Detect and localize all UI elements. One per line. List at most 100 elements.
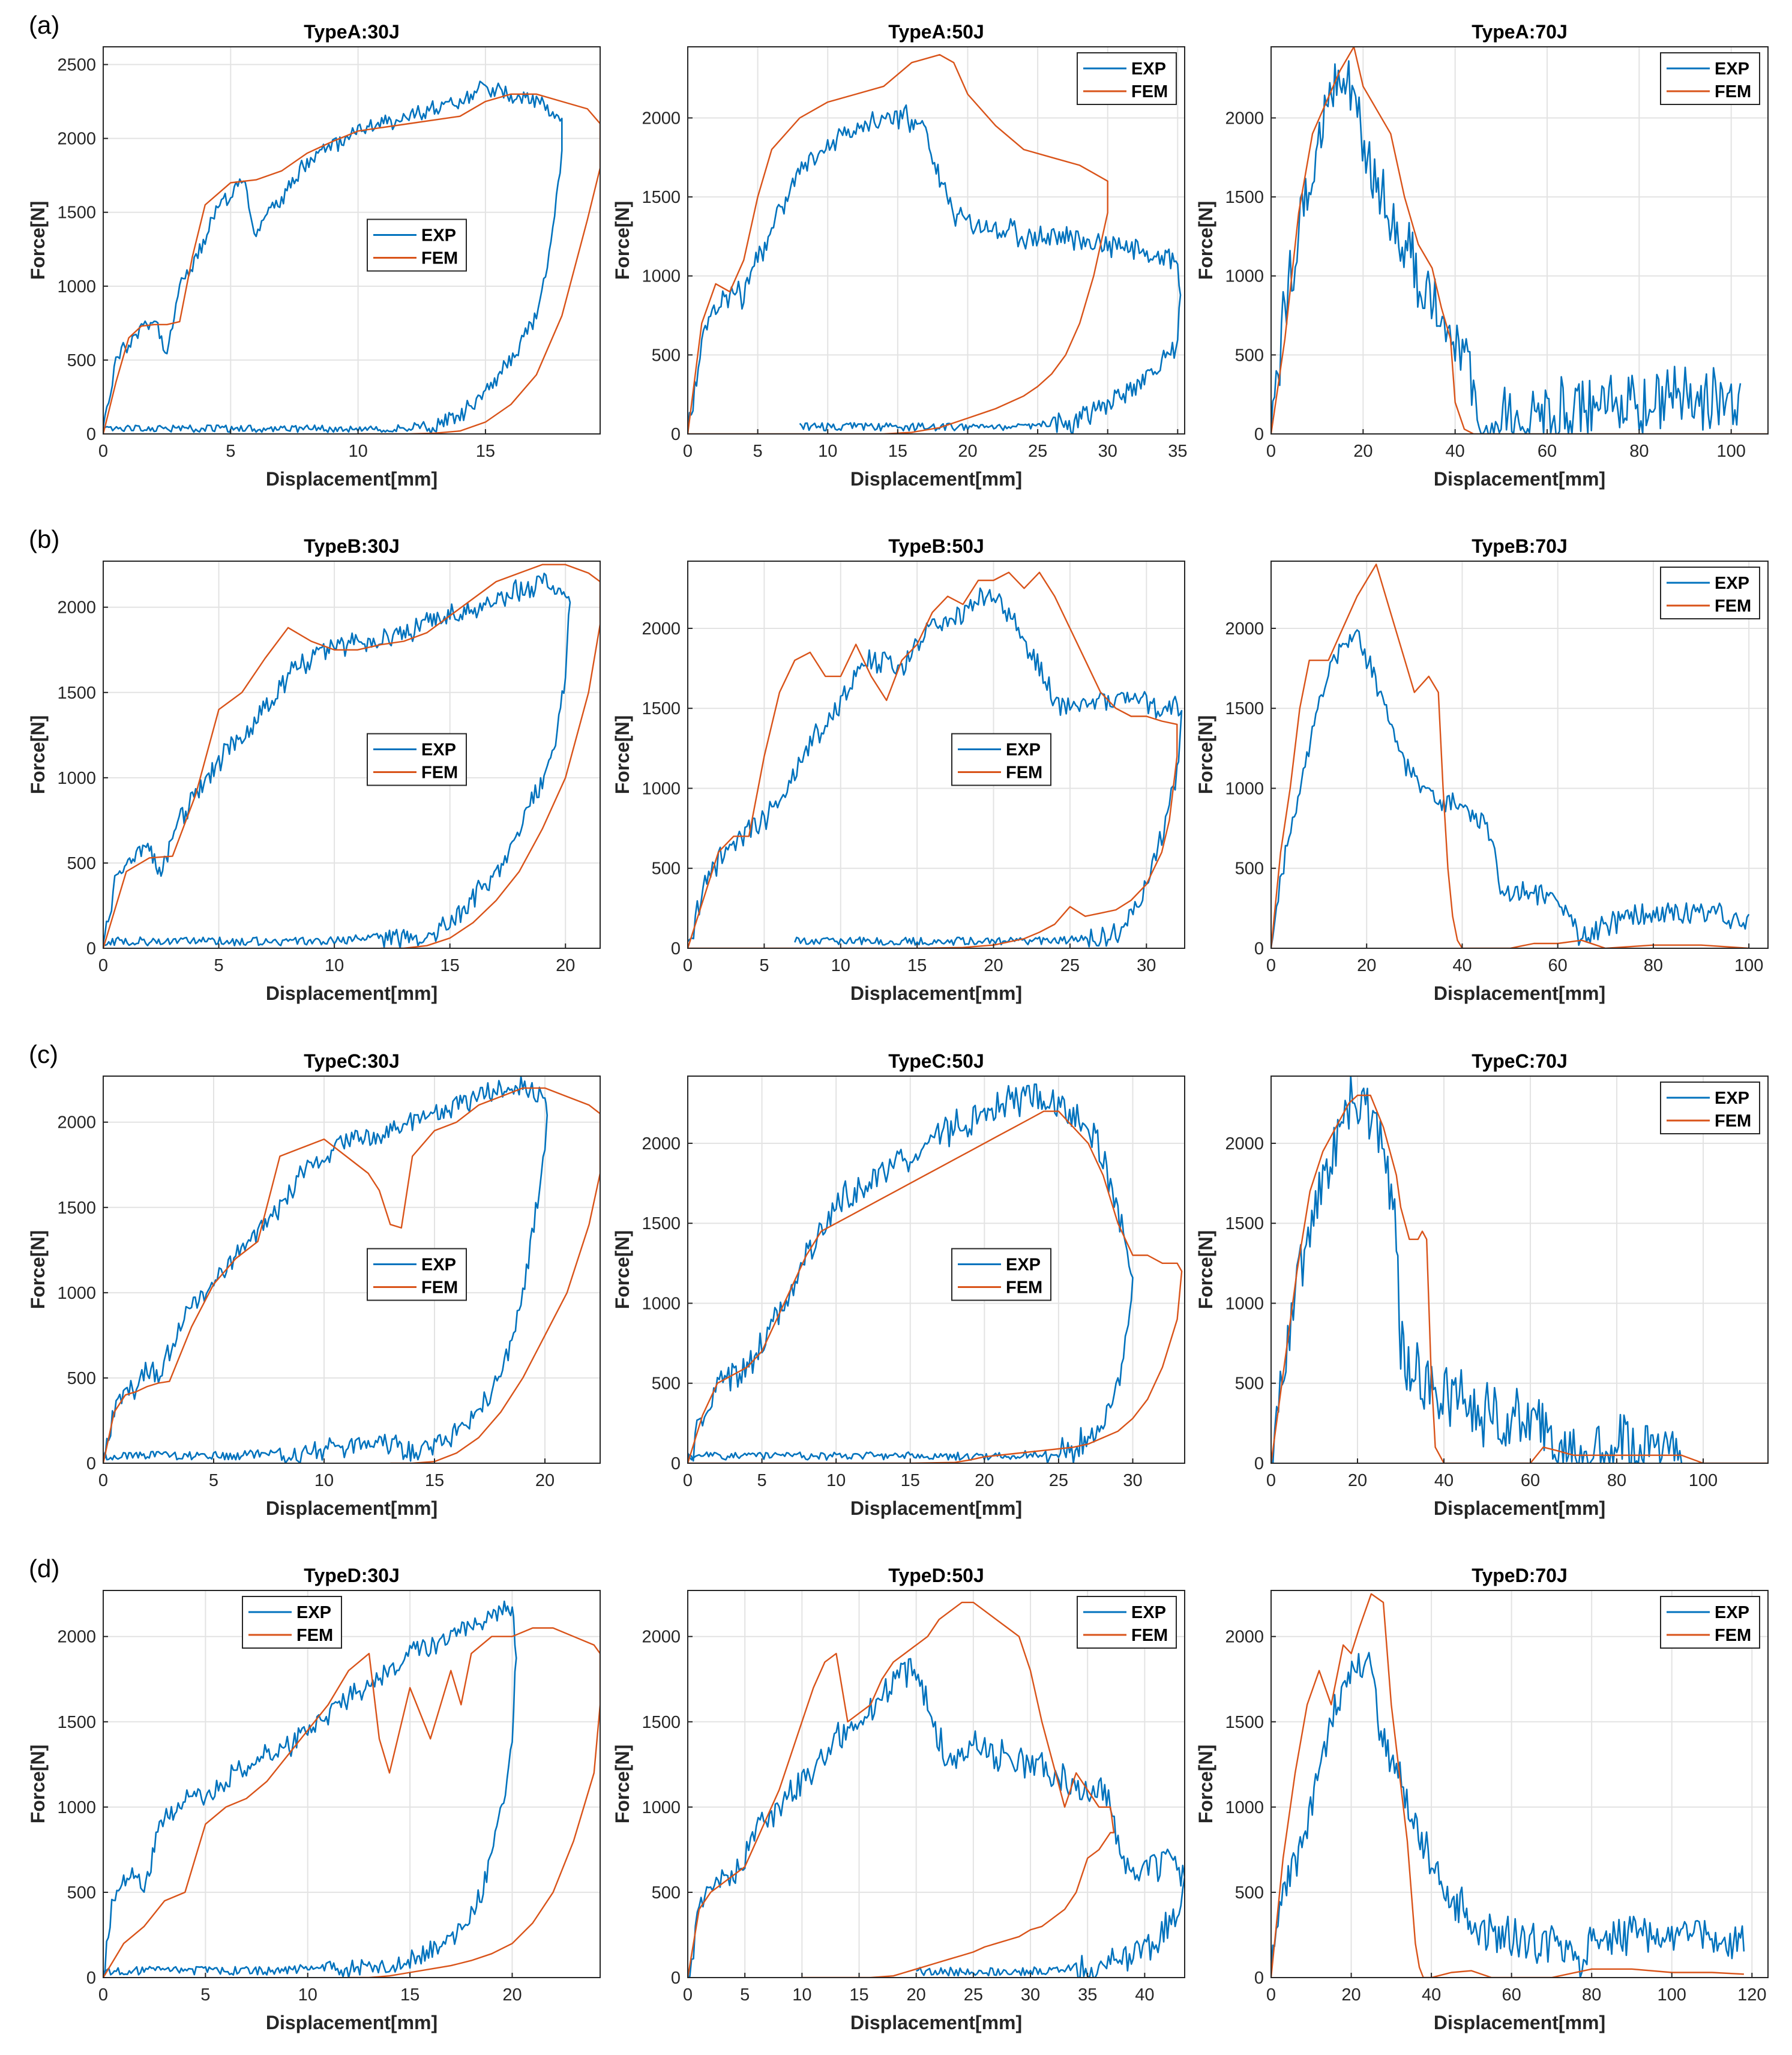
x-axis-label: Displacement[mm] xyxy=(850,1497,1022,1519)
legend-label-exp: EXP xyxy=(421,226,456,245)
x-tick-label: 10 xyxy=(314,1471,334,1490)
x-tick-label: 0 xyxy=(1266,1471,1276,1490)
axes-frame xyxy=(1270,561,1769,949)
y-tick-label: 2500 xyxy=(57,56,96,75)
y-tick-label: 500 xyxy=(652,1374,681,1394)
y-axis-label: Force[N] xyxy=(1195,1745,1216,1824)
y-tick-label: 500 xyxy=(67,854,96,873)
series-fem xyxy=(688,1601,1115,1978)
legend: EXP FEM xyxy=(1660,1082,1760,1134)
y-tick-label: 1000 xyxy=(57,1798,96,1817)
x-tick-label: 15 xyxy=(400,1985,419,2005)
chart-A70: 0 20 40 60 80 1000500100015002000TypeA:70JDis… xyxy=(1195,21,1769,490)
chart-A50: 0 5 10 15 20 25 30 35 0 500 1000 1500 2000 TypeA:50J D… xyxy=(612,21,1187,490)
x-tick-label: 0 xyxy=(683,1471,693,1490)
x-tick-label: 5 xyxy=(200,1985,210,2005)
x-axis-label: Displacement[mm] xyxy=(266,1497,437,1519)
chart-title: TypeC:30J xyxy=(304,1050,399,1072)
x-tick-label: 15 xyxy=(440,956,460,975)
x-tick-label: 60 xyxy=(1548,956,1568,975)
axes-frame xyxy=(103,1076,601,1464)
x-tick-label: 20 xyxy=(907,1985,926,2005)
x-tick-label: 15 xyxy=(849,1985,868,2005)
x-tick-label: 5 xyxy=(740,1985,750,2005)
y-tick-label: 2000 xyxy=(1225,1134,1264,1154)
legend: EXP FEM xyxy=(951,733,1051,786)
x-tick-label: 80 xyxy=(1644,956,1663,975)
x-tick-label: 40 xyxy=(1446,442,1465,461)
series-exp xyxy=(103,573,571,948)
series-fem xyxy=(1271,564,1749,948)
chart-D50: 0 5 10 15 20 25 30 35 40 0 500 1000 1500 2000 TypeD:50… xyxy=(612,1565,1185,2033)
legend-label-fem: FEM xyxy=(421,763,458,783)
series-fem xyxy=(1271,1094,1768,1463)
series-fem xyxy=(103,564,600,948)
series-fem xyxy=(688,1110,1183,1463)
y-tick-label: 0 xyxy=(86,1454,96,1473)
y-tick-label: 500 xyxy=(652,346,681,365)
series-fem xyxy=(1271,47,1768,434)
chart-B70: 0 20 40 60 80 1000500100015002000TypeB:70JDis… xyxy=(1195,535,1769,1004)
y-tick-label: 1500 xyxy=(57,1713,96,1732)
y-axis-label: Force[N] xyxy=(612,1230,633,1310)
x-tick-label: 10 xyxy=(348,442,367,461)
y-tick-label: 500 xyxy=(67,1883,96,1903)
legend: EXP FEM xyxy=(1660,1596,1760,1649)
chart-title: TypeD:30J xyxy=(304,1565,399,1586)
legend-box xyxy=(242,1596,342,1649)
x-tick-label: 0 xyxy=(98,442,108,461)
x-axis-label: Displacement[mm] xyxy=(266,982,437,1004)
chart-title: TypeD:50J xyxy=(888,1565,984,1586)
x-tick-label: 0 xyxy=(683,956,693,975)
legend: EXP FEM xyxy=(367,1248,467,1301)
legend-label-fem: FEM xyxy=(1715,1626,1751,1645)
y-tick-label: 500 xyxy=(652,859,681,879)
y-tick-label: 0 xyxy=(671,1454,681,1473)
y-tick-label: 2000 xyxy=(1225,619,1264,639)
legend-box xyxy=(951,733,1051,786)
x-tick-label: 20 xyxy=(975,1471,994,1490)
legend: EXP FEM xyxy=(1077,52,1177,105)
x-tick-label: 0 xyxy=(1266,442,1276,461)
x-tick-label: 15 xyxy=(888,442,907,461)
legend-label-fem: FEM xyxy=(1006,763,1042,783)
legend-label-exp: EXP xyxy=(1131,59,1166,79)
legend-label-fem: FEM xyxy=(1715,82,1751,101)
x-tick-label: 10 xyxy=(831,956,850,975)
legend: EXP FEM xyxy=(1660,567,1760,619)
series-exp xyxy=(1271,629,1750,948)
legend-label-exp: EXP xyxy=(1715,1089,1749,1108)
y-tick-label: 500 xyxy=(67,351,96,370)
legend: EXP FEM xyxy=(367,733,467,786)
y-tick-label: 1000 xyxy=(1225,1798,1264,1817)
x-tick-label: 10 xyxy=(325,956,344,975)
x-tick-label: 120 xyxy=(1737,1985,1766,2005)
chart-C30: 0 5 10 15 20 0 500 1000 1500 2000 TypeC:30J Displac… xyxy=(27,1050,601,1519)
series-exp xyxy=(103,1600,517,1978)
x-tick-label: 100 xyxy=(1716,442,1745,461)
chart-title: TypeC:70J xyxy=(1472,1050,1567,1072)
legend-box xyxy=(951,1248,1051,1301)
series-exp xyxy=(1271,1652,1745,1978)
x-tick-label: 100 xyxy=(1689,1471,1718,1490)
series-fem xyxy=(688,54,1108,434)
x-tick-label: 60 xyxy=(1502,1985,1521,2005)
plot-area xyxy=(1271,1076,1768,1463)
x-tick-label: 0 xyxy=(98,956,108,975)
chart-title: TypeB:50J xyxy=(888,535,984,557)
x-axis-label: Displacement[mm] xyxy=(1434,982,1605,1004)
y-tick-label: 0 xyxy=(671,425,681,444)
x-tick-label: 20 xyxy=(1357,956,1376,975)
x-tick-label: 25 xyxy=(1028,442,1047,461)
x-tick-label: 5 xyxy=(214,956,223,975)
y-tick-label: 500 xyxy=(1235,346,1264,365)
x-tick-label: 20 xyxy=(984,956,1003,975)
y-tick-label: 2000 xyxy=(642,1628,681,1647)
y-tick-label: 0 xyxy=(86,425,96,444)
legend-label-exp: EXP xyxy=(1715,574,1749,593)
x-tick-label: 5 xyxy=(753,442,763,461)
x-tick-label: 20 xyxy=(502,1985,522,2005)
chart-title: TypeA:70J xyxy=(1472,21,1567,43)
y-tick-label: 1500 xyxy=(642,1713,681,1732)
